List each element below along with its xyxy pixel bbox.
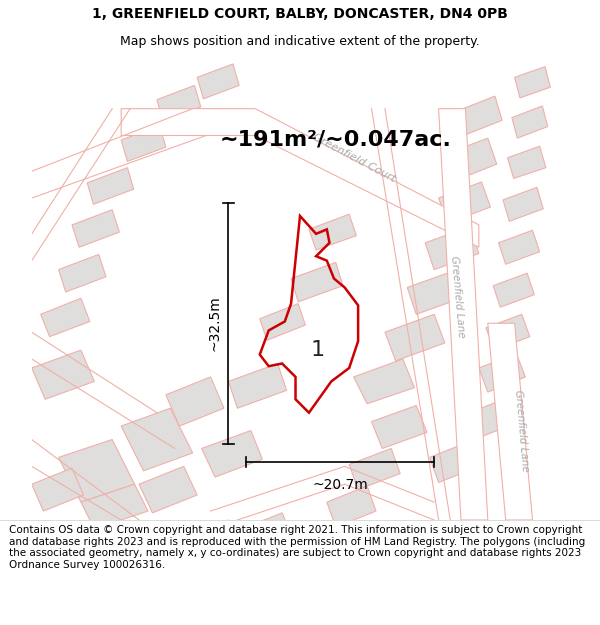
Polygon shape (425, 227, 479, 269)
Polygon shape (59, 254, 106, 292)
Text: Contains OS data © Crown copyright and database right 2021. This information is : Contains OS data © Crown copyright and d… (9, 525, 585, 570)
Polygon shape (291, 262, 343, 302)
Polygon shape (242, 513, 293, 554)
Polygon shape (59, 439, 134, 502)
Polygon shape (448, 138, 497, 180)
Polygon shape (439, 109, 488, 520)
Polygon shape (371, 406, 427, 449)
Polygon shape (87, 168, 134, 204)
Polygon shape (439, 182, 490, 223)
Polygon shape (457, 96, 502, 136)
Polygon shape (130, 533, 188, 576)
Polygon shape (470, 397, 519, 437)
Polygon shape (81, 484, 148, 529)
Polygon shape (197, 64, 239, 99)
Polygon shape (499, 230, 539, 264)
Polygon shape (157, 86, 201, 121)
Polygon shape (430, 441, 479, 483)
Polygon shape (85, 520, 141, 563)
Polygon shape (32, 468, 83, 511)
Polygon shape (72, 210, 119, 248)
Polygon shape (184, 520, 238, 562)
Text: Map shows position and indicative extent of the property.: Map shows position and indicative extent… (120, 35, 480, 48)
Text: 1, GREENFIELD COURT, BALBY, DONCASTER, DN4 0PB: 1, GREENFIELD COURT, BALBY, DONCASTER, D… (92, 7, 508, 21)
Polygon shape (353, 359, 415, 404)
Polygon shape (121, 408, 193, 471)
Polygon shape (121, 126, 166, 161)
Polygon shape (486, 314, 530, 350)
Polygon shape (349, 449, 400, 489)
Text: Greenfield Court: Greenfield Court (311, 132, 397, 184)
Polygon shape (479, 354, 526, 392)
Text: ~32.5m: ~32.5m (208, 296, 221, 351)
Polygon shape (32, 350, 94, 399)
Polygon shape (229, 364, 287, 408)
Polygon shape (202, 431, 262, 477)
Text: ~191m²/~0.047ac.: ~191m²/~0.047ac. (220, 130, 451, 150)
Polygon shape (327, 486, 376, 527)
Polygon shape (512, 106, 548, 138)
Polygon shape (493, 273, 534, 307)
Polygon shape (508, 146, 546, 178)
Polygon shape (503, 188, 543, 221)
Text: Greenfield Lane: Greenfield Lane (449, 255, 466, 338)
Polygon shape (385, 314, 445, 361)
Polygon shape (260, 304, 305, 340)
Polygon shape (407, 271, 461, 314)
Polygon shape (121, 109, 479, 248)
Polygon shape (139, 466, 197, 513)
Text: ~20.7m: ~20.7m (313, 478, 368, 492)
Polygon shape (41, 298, 90, 337)
Polygon shape (166, 377, 224, 426)
Polygon shape (515, 67, 550, 98)
Text: Greenfield Lane: Greenfield Lane (513, 389, 530, 472)
Polygon shape (309, 214, 356, 250)
Polygon shape (488, 323, 533, 520)
Text: 1: 1 (311, 340, 325, 360)
